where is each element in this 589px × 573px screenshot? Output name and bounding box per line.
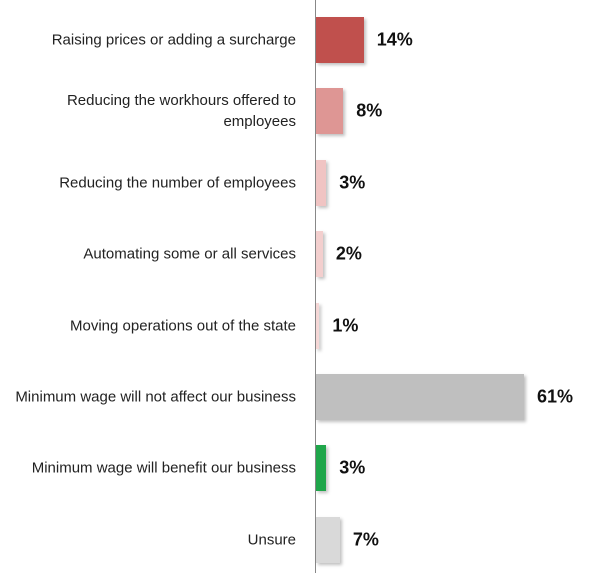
bar <box>316 516 340 563</box>
value-label: 61% <box>537 386 574 407</box>
value-label: 2% <box>335 243 362 264</box>
value-label: 14% <box>376 29 413 50</box>
category-label: Automating some or all services <box>83 245 296 263</box>
bar <box>316 445 327 492</box>
category-label: Reducing the number of employees <box>59 174 296 192</box>
category-label: Moving operations out of the state <box>70 317 296 335</box>
value-label: 7% <box>352 529 379 550</box>
value-label: 1% <box>332 315 359 336</box>
bar <box>316 159 327 206</box>
category-label: Raising prices or adding a surcharge <box>51 31 296 49</box>
category-label: Minimum wage will benefit our business <box>31 459 296 477</box>
bar <box>316 17 364 63</box>
bar <box>316 302 320 349</box>
bar <box>316 231 323 278</box>
value-label: 3% <box>339 172 366 193</box>
axis-line <box>315 0 316 573</box>
value-label: 8% <box>356 100 383 121</box>
value-label: 3% <box>339 457 366 478</box>
category-label: Reducing the workhours offered to employ… <box>66 92 296 131</box>
category-label: Unsure <box>247 531 296 549</box>
bar <box>316 88 344 135</box>
bar <box>316 374 524 420</box>
category-label: Minimum wage will not affect our busines… <box>15 388 296 406</box>
